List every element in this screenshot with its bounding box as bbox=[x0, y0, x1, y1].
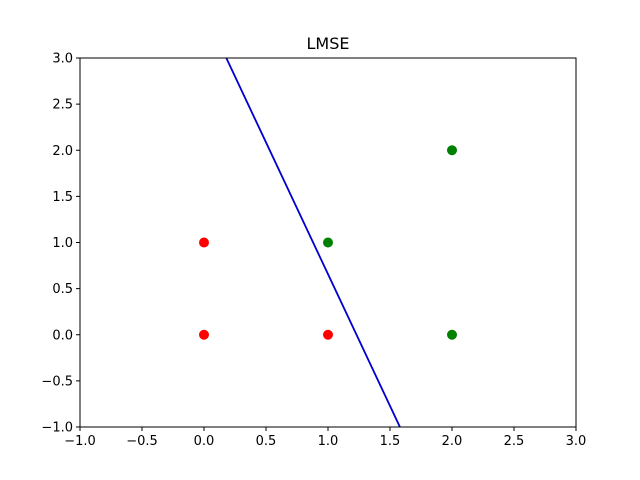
y-tick-label: −0.5 bbox=[41, 374, 73, 389]
scatter-point-0-1 bbox=[199, 237, 209, 248]
x-tick-label: 2.0 bbox=[442, 434, 463, 449]
x-tick-label: −1.0 bbox=[64, 434, 96, 449]
scatter-point-0-0 bbox=[199, 329, 209, 340]
x-tick-label: 0.5 bbox=[256, 434, 277, 449]
decision-boundary-line bbox=[225, 58, 401, 427]
x-tick-label: 2.5 bbox=[504, 434, 525, 449]
chart-title: LMSE bbox=[307, 34, 350, 53]
y-tick-label: 1.0 bbox=[52, 236, 73, 251]
x-tick-label: 1.5 bbox=[380, 434, 401, 449]
axis-ticks: −1.0 −0.5 0.0 0.5 1.0 1.5 2.0 2.5 3.0 −1.0 −0.5 0.0… bbox=[41, 52, 586, 450]
scatter-point-1-2 bbox=[447, 145, 457, 156]
x-tick-label: 3.0 bbox=[566, 434, 587, 449]
y-tick-label: −1.0 bbox=[41, 421, 73, 436]
y-tick-label: 3.0 bbox=[52, 52, 73, 67]
scatter-point-1-1 bbox=[447, 329, 457, 340]
y-tick-label: 0.0 bbox=[52, 328, 73, 343]
x-tick-label: −0.5 bbox=[126, 434, 158, 449]
x-tick-label: 0.0 bbox=[194, 434, 215, 449]
y-tick-label: 2.0 bbox=[52, 144, 73, 159]
y-tick-label: 0.5 bbox=[52, 282, 73, 297]
plot-area bbox=[199, 58, 457, 427]
x-tick-label: 1.0 bbox=[318, 434, 339, 449]
scatter-point-0-2 bbox=[323, 329, 333, 340]
plot-clip-group bbox=[199, 58, 457, 427]
y-tick-label: 1.5 bbox=[52, 190, 73, 205]
y-tick-label: 2.5 bbox=[52, 98, 73, 113]
scatter-point-1-0 bbox=[323, 237, 333, 248]
